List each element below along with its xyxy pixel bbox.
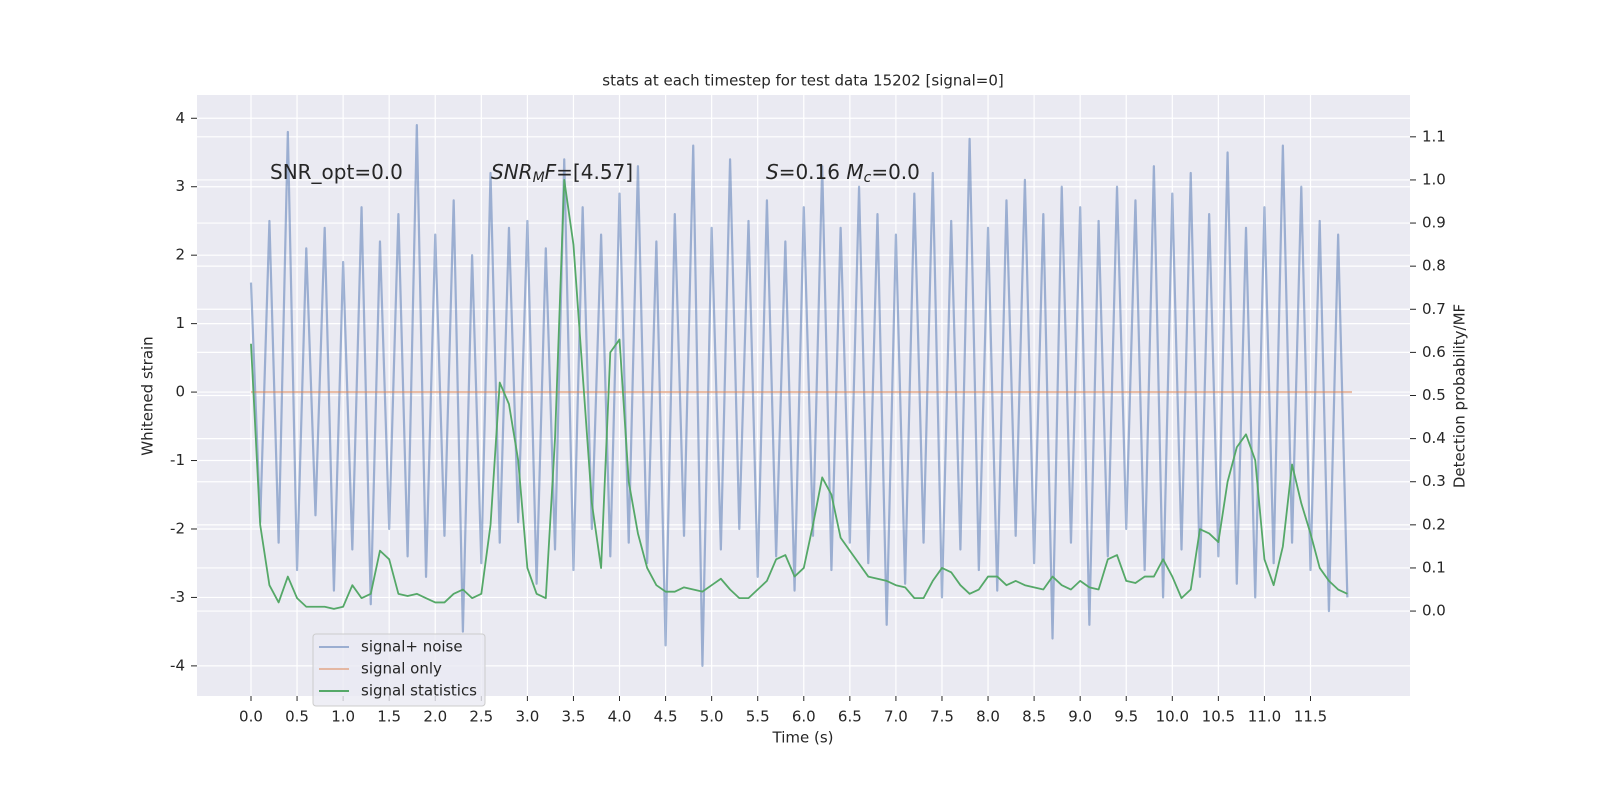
x-tick-label: 0.0: [239, 708, 263, 726]
x-tick-label: 3.5: [562, 708, 586, 726]
x-tick-label: 2.0: [423, 708, 447, 726]
annotation-part: F: [545, 160, 557, 184]
y2-tick-label: 1.1: [1422, 127, 1446, 145]
annotation-part: =0.16: [779, 160, 847, 184]
y2-tick-label: 1.0: [1422, 170, 1446, 188]
annotation-part: =[4.57]: [556, 160, 633, 184]
y2-tick-label: 0.2: [1422, 515, 1446, 533]
legend-label: signal only: [361, 660, 442, 678]
y2-tick-label: 0.0: [1422, 602, 1446, 620]
legend-label: signal statistics: [361, 682, 477, 700]
x-tick-label: 8.5: [1022, 708, 1046, 726]
annotation-part: SNR_opt=0.0: [270, 160, 403, 184]
annotation: SNRMF=[4.57]: [491, 160, 633, 187]
annotation: SNR_opt=0.0: [270, 160, 403, 184]
y2-axis-label: Detection probability/MF: [1451, 304, 1469, 488]
x-tick-label: 4.5: [654, 708, 678, 726]
legend: signal+ noise signal only signal statistic…: [312, 633, 486, 707]
x-tick-label: 5.5: [746, 708, 770, 726]
x-tick-label: 11.5: [1294, 708, 1327, 726]
annotation: S=0.16 Mc=0.0: [766, 160, 920, 187]
x-tick-label: 5.0: [700, 708, 724, 726]
y2-tick-label: 0.7: [1422, 300, 1446, 318]
x-axis-label: Time (s): [772, 729, 834, 747]
x-tick-label: 9.0: [1068, 708, 1092, 726]
x-tick-label: 3.0: [515, 708, 539, 726]
x-tick-label: 8.0: [976, 708, 1000, 726]
x-tick-label: 1.0: [331, 708, 355, 726]
x-tick-label: 10.0: [1156, 708, 1189, 726]
series-line: [249, 124, 1349, 667]
y2-tick-label: 0.9: [1422, 214, 1446, 232]
annotation-part: S: [766, 160, 779, 184]
y-tick-label: 1: [175, 314, 185, 332]
x-tick-label: 7.5: [930, 708, 954, 726]
y2-tick-label: 0.4: [1422, 429, 1446, 447]
annotation-part: M: [533, 170, 545, 186]
y-tick-label: 2: [175, 246, 185, 264]
x-tick-label: 6.5: [838, 708, 862, 726]
x-tick-label: 9.5: [1114, 708, 1138, 726]
y-tick-label: -1: [170, 451, 185, 469]
annotation-part: M: [846, 160, 863, 184]
x-tick-label: 11.0: [1248, 708, 1281, 726]
y-tick-label: -2: [170, 519, 185, 537]
y2-tick-label: 0.6: [1422, 343, 1446, 361]
legend-box: [312, 633, 486, 707]
x-tick-label: 10.5: [1202, 708, 1235, 726]
x-tick-label: 6.0: [792, 708, 816, 726]
y2-tick-label: 0.1: [1422, 558, 1446, 576]
y-tick-label: -4: [170, 656, 185, 674]
annotation-part: c: [864, 170, 872, 186]
annotation-part: =0.0: [871, 160, 920, 184]
x-tick-label: 7.0: [884, 708, 908, 726]
chart-title: stats at each timestep for test data 152…: [602, 72, 1003, 90]
x-tick-label: 4.0: [608, 708, 632, 726]
y-tick-label: 3: [175, 177, 185, 195]
legend-label: signal+ noise: [361, 638, 463, 656]
y2-tick-label: 0.3: [1422, 472, 1446, 490]
annotation-part: SNR: [491, 160, 533, 184]
x-tick-label: 0.5: [285, 708, 309, 726]
y-tick-label: -3: [170, 588, 185, 606]
y-tick-label: 4: [175, 109, 185, 127]
x-tick-label: 2.5: [469, 708, 493, 726]
y-axis-label: Whitened strain: [139, 336, 157, 455]
y-tick-label: 0: [175, 383, 185, 401]
x-tick-label: 1.5: [377, 708, 401, 726]
y2-tick-label: 0.8: [1422, 257, 1446, 275]
series-line: [250, 179, 1348, 610]
y2-tick-label: 0.5: [1422, 386, 1446, 404]
